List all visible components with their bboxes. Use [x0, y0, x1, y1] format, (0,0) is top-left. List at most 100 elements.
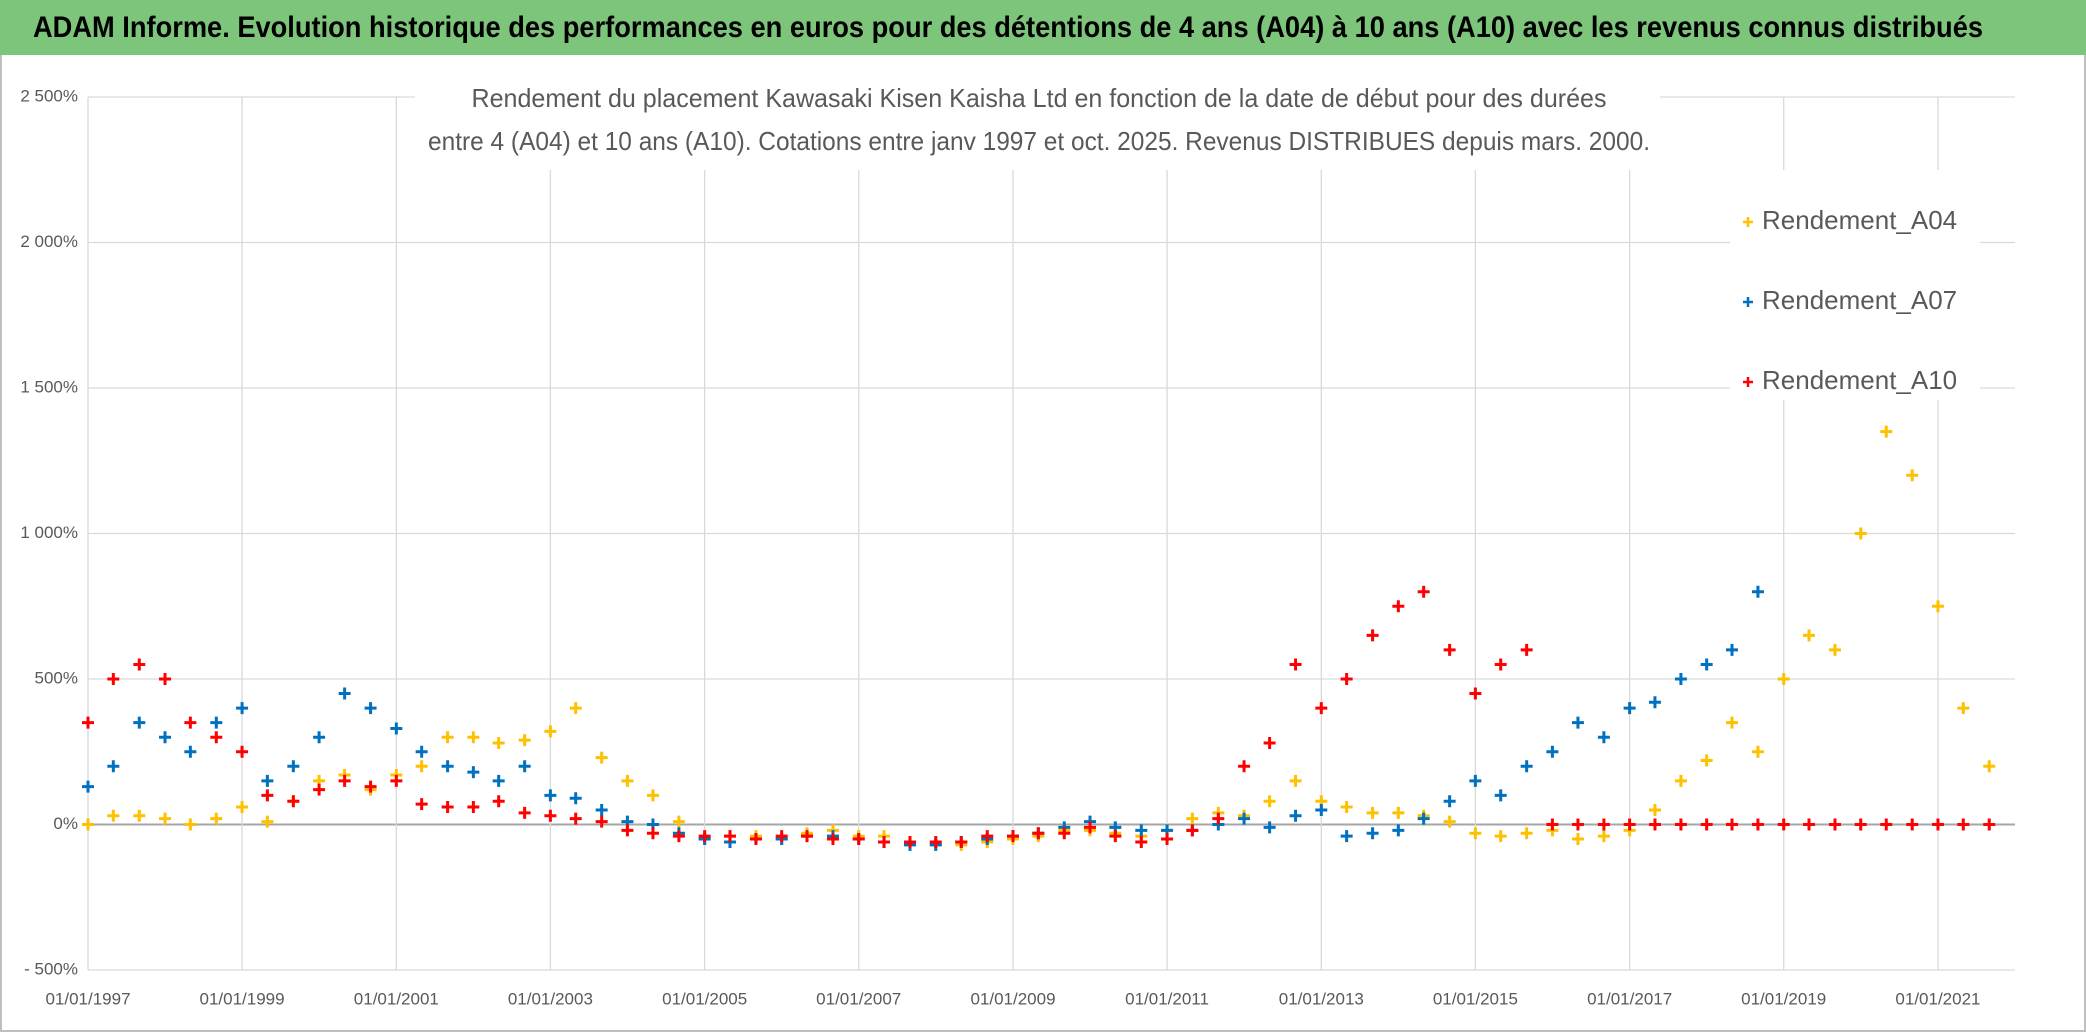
point [1186, 812, 1199, 825]
point [1315, 702, 1328, 715]
point [1854, 818, 1867, 831]
point [981, 830, 994, 843]
point [1931, 600, 1944, 613]
point [1957, 702, 1970, 715]
point [441, 801, 454, 814]
point [1623, 818, 1636, 831]
point [955, 835, 968, 848]
point [1494, 830, 1507, 843]
point [1443, 815, 1456, 828]
point [518, 806, 531, 819]
point [929, 835, 942, 848]
point [1726, 716, 1738, 729]
point [1340, 830, 1353, 843]
y-tick-label: 0% [53, 814, 78, 833]
point [364, 702, 377, 715]
point [1906, 469, 1919, 482]
point [544, 789, 557, 802]
point [646, 827, 659, 840]
point [1392, 806, 1405, 819]
point [415, 798, 428, 811]
point [492, 774, 505, 787]
point [133, 716, 146, 729]
title-background [415, 82, 1660, 170]
point [749, 833, 762, 846]
point [467, 801, 480, 814]
point [569, 702, 582, 715]
point [1494, 658, 1507, 671]
point [467, 731, 480, 744]
point [1597, 731, 1610, 744]
point [1417, 812, 1430, 825]
x-tick-label: 01/01/2021 [1895, 989, 1980, 1008]
point [107, 673, 120, 685]
point [1212, 812, 1225, 825]
point [1006, 830, 1019, 843]
point [1494, 789, 1507, 802]
point [1931, 818, 1944, 831]
y-tick-label: 1 000% [20, 523, 78, 542]
point [1777, 818, 1790, 831]
point [1674, 673, 1687, 685]
point [364, 780, 377, 793]
point [441, 760, 454, 773]
point [1906, 818, 1919, 831]
point [133, 809, 146, 822]
x-tick-label: 01/01/2003 [508, 989, 593, 1008]
legend-label: Rendement_A10 [1762, 365, 1957, 395]
point [1571, 833, 1584, 846]
point [544, 725, 557, 738]
point [338, 687, 351, 700]
point [313, 783, 326, 796]
legend-background [1730, 170, 1980, 400]
point [236, 801, 249, 814]
point [1828, 643, 1841, 656]
point [1726, 818, 1738, 831]
point [184, 716, 197, 729]
point [82, 780, 94, 793]
x-tick-label: 01/01/1997 [45, 989, 130, 1008]
point [1751, 585, 1764, 598]
point [236, 745, 249, 758]
point [1392, 600, 1405, 613]
legend-marker [1743, 377, 1753, 387]
y-tick-label: 500% [35, 668, 78, 687]
point [492, 795, 505, 808]
point [415, 745, 428, 758]
point [1803, 818, 1816, 831]
point [1469, 687, 1482, 700]
x-tick-label: 01/01/2019 [1741, 989, 1826, 1008]
point [1880, 818, 1893, 831]
point [236, 702, 249, 715]
y-tick-label: 2 500% [20, 86, 78, 105]
point [1880, 425, 1893, 438]
point [672, 830, 685, 843]
point [184, 818, 197, 831]
point [852, 833, 865, 846]
point [1700, 818, 1713, 831]
point [1366, 806, 1379, 819]
point [775, 830, 788, 843]
point [1597, 830, 1610, 843]
legend-marker [1743, 297, 1753, 307]
point [621, 824, 634, 837]
point [698, 830, 711, 843]
point [1289, 809, 1302, 822]
point [159, 673, 172, 685]
point [287, 795, 300, 808]
point [1417, 585, 1430, 598]
point [518, 734, 531, 747]
point [544, 809, 557, 822]
point [1571, 818, 1584, 831]
point [210, 812, 223, 825]
point [1751, 818, 1764, 831]
plot-area: - 500% 0% 500% 1 000% 1 500% 2 000% 2 500% 01/0… [20, 86, 2015, 1008]
point [1289, 774, 1302, 787]
point [184, 745, 197, 758]
point [569, 812, 582, 825]
point [1366, 827, 1379, 840]
point [492, 737, 505, 750]
point [1186, 824, 1199, 837]
point [313, 731, 326, 744]
